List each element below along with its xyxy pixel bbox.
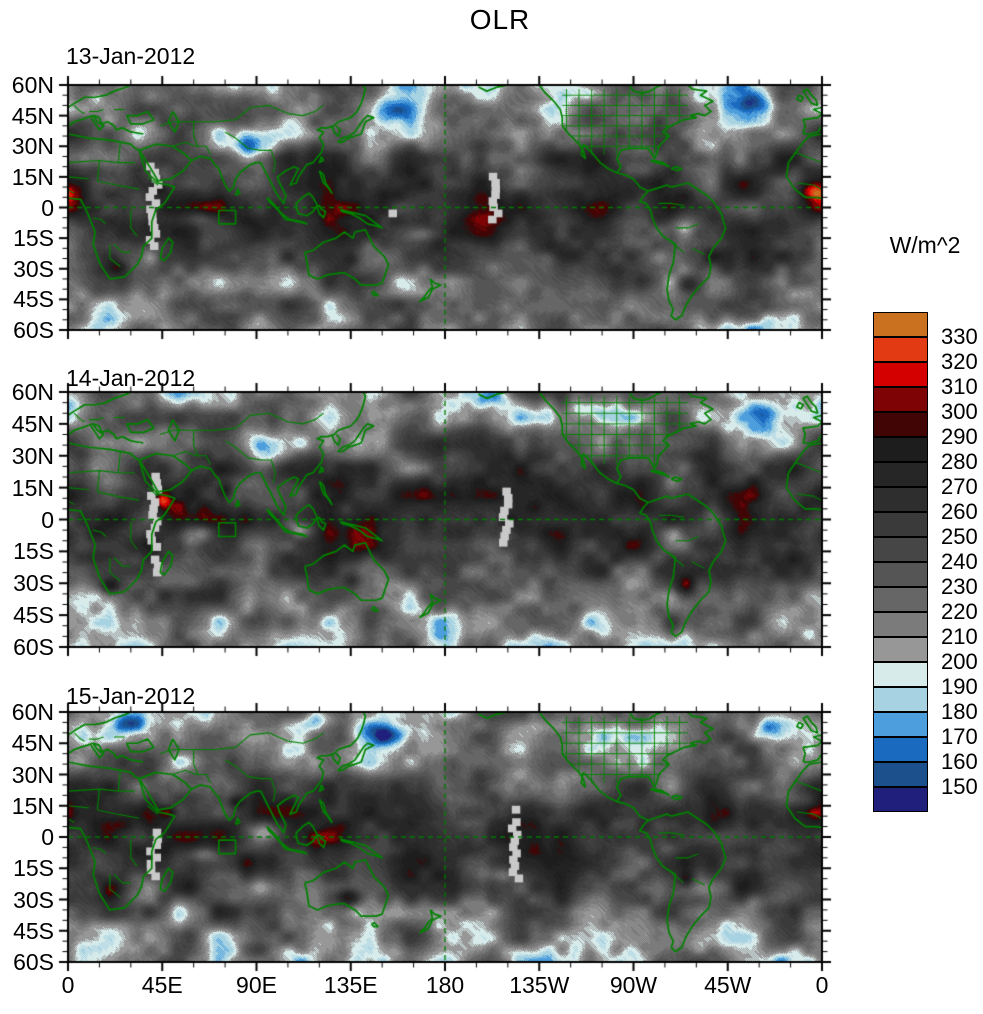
lat-tick-label: 15S [13, 225, 54, 252]
lon-tick-label: 0 [815, 972, 829, 998]
colorbar-cell-7 [873, 487, 928, 512]
panel-date-label: 13-Jan-2012 [66, 43, 196, 69]
lon-tick-label: 135W [509, 972, 570, 998]
lat-tick-label: 30N [11, 442, 54, 469]
colorbar-tick-label: 150 [941, 774, 978, 799]
lon-tick-label: 180 [425, 972, 465, 998]
lat-tick-label: 45S [13, 286, 54, 313]
lat-tick-label: 15S [13, 855, 54, 882]
colorbar-tick-label: 310 [941, 374, 978, 399]
lat-tick-label: 45N [11, 730, 54, 757]
lat-tick-label: 0 [41, 824, 54, 850]
lon-tick-label: 135E [323, 972, 378, 998]
lat-tick-label: 0 [41, 194, 54, 221]
colorbar-cell-2 [873, 362, 928, 387]
lat-tick-label: 60S [13, 949, 54, 975]
lat-tick-label: 15S [13, 538, 54, 565]
colorbar-tick-label: 280 [941, 449, 978, 474]
lat-tick-label: 60N [11, 72, 54, 98]
colorbar-tick-label: 250 [941, 524, 978, 549]
lat-tick-label: 30S [13, 886, 54, 913]
colorbar-cell-8 [873, 512, 928, 537]
panel-date-label: 14-Jan-2012 [66, 365, 196, 391]
lon-tick-label: 0 [61, 972, 75, 998]
lat-tick-label: 60S [13, 317, 54, 343]
colorbar-cell-0 [873, 312, 928, 337]
lat-tick-label: 60N [11, 699, 54, 725]
colorbar-tick-label: 260 [941, 499, 978, 524]
colorbar-tick-label: 160 [941, 749, 978, 774]
lon-tick-label: 45W [704, 972, 752, 998]
colorbar-cell-6 [873, 462, 928, 487]
colorbar-cell-9 [873, 537, 928, 562]
lat-tick-label: 15N [11, 474, 54, 501]
map-panel-canvas-0 [54, 71, 836, 344]
lat-tick-label: 30S [13, 255, 54, 282]
colorbar-tick-label: 170 [941, 724, 978, 749]
lon-tick-label: 90E [236, 972, 277, 998]
figure-title: OLR [469, 4, 531, 35]
colorbar-tick-label: 190 [941, 674, 978, 699]
lat-tick-label: 45S [13, 917, 54, 944]
lat-tick-label: 15N [11, 163, 54, 190]
colorbar-cell-1 [873, 337, 928, 362]
colorbar-unit-label: W/m^2 [889, 232, 961, 258]
panel-date-label: 15-Jan-2012 [66, 683, 196, 709]
colorbar-tick-label: 320 [941, 349, 978, 374]
lat-tick-label: 45S [13, 602, 54, 629]
colorbar-cell-5 [873, 437, 928, 462]
lon-tick-label: 90W [609, 972, 658, 998]
map-panel-canvas-2 [54, 698, 836, 976]
colorbar-cell-10 [873, 562, 928, 587]
lat-tick-label: 45N [11, 102, 54, 129]
colorbar-tick-label: 300 [941, 399, 978, 424]
map-panel-canvas-1 [54, 378, 836, 661]
colorbar-tick-label: 330 [941, 324, 978, 349]
colorbar-tick-label: 240 [941, 549, 978, 574]
colorbar-tick-label: 220 [941, 599, 978, 624]
lat-tick-label: 15N [11, 792, 54, 819]
colorbar-cell-16 [873, 712, 928, 737]
colorbar-cell-14 [873, 662, 928, 687]
colorbar-cell-17 [873, 737, 928, 762]
colorbar-cell-13 [873, 637, 928, 662]
lat-tick-label: 60N [11, 379, 54, 405]
lat-tick-label: 0 [41, 506, 54, 533]
colorbar-tick-label: 200 [941, 649, 978, 674]
colorbar-cell-11 [873, 587, 928, 612]
colorbar-tick-label: 270 [941, 474, 978, 499]
lat-tick-label: 30N [11, 133, 54, 160]
colorbar-cell-12 [873, 612, 928, 637]
colorbar-tick-label: 210 [941, 624, 978, 649]
lon-tick-label: 45E [141, 972, 183, 998]
colorbar-cell-3 [873, 387, 928, 412]
lat-tick-label: 60S [13, 634, 54, 660]
colorbar-tick-label: 230 [941, 574, 978, 599]
colorbar-cell-4 [873, 412, 928, 437]
colorbar-tick-label: 290 [941, 424, 978, 449]
lat-tick-label: 45N [11, 410, 54, 437]
lat-tick-label: 30N [11, 761, 54, 788]
colorbar-tick-label: 180 [941, 699, 978, 724]
lat-tick-label: 30S [13, 570, 54, 597]
colorbar-cell-18 [873, 762, 928, 787]
colorbar-cell-19 [873, 787, 928, 812]
colorbar-cell-15 [873, 687, 928, 712]
